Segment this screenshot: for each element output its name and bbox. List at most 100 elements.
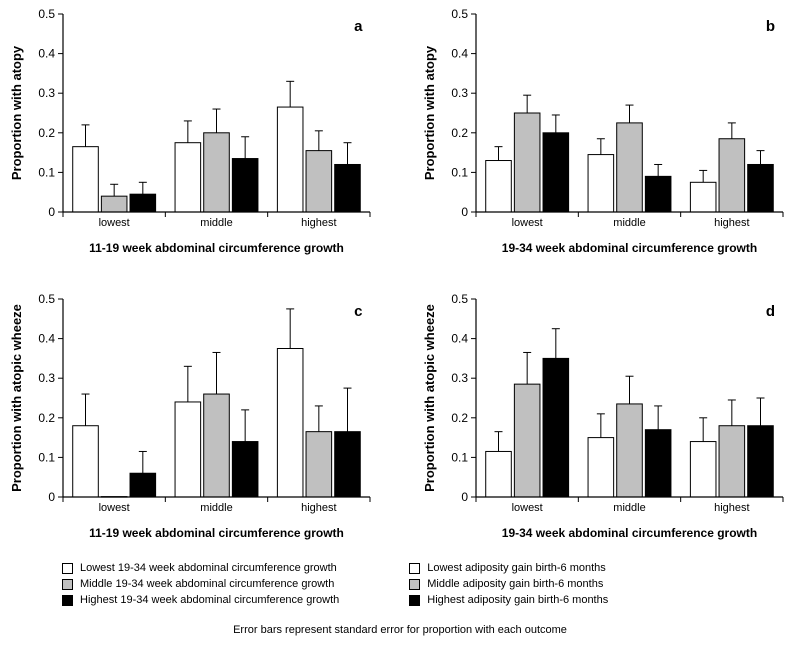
x-axis-title: 11-19 week abdominal circumference growt…: [89, 526, 344, 540]
ytick-label: 0.1: [451, 165, 468, 179]
bar: [306, 151, 332, 212]
legend-swatch: [409, 563, 420, 574]
bar: [73, 426, 99, 497]
ytick-label: 0.4: [38, 47, 55, 61]
ytick-label: 0.1: [451, 450, 468, 464]
ytick-label: 0.4: [38, 332, 55, 346]
category-label: highest: [301, 217, 336, 229]
bar: [130, 194, 156, 212]
category-label: middle: [613, 502, 645, 514]
bar: [690, 182, 716, 212]
legend: Lowest 19-34 week abdominal circumferenc…: [62, 562, 742, 606]
bar: [175, 143, 201, 212]
ytick-label: 0: [461, 490, 468, 504]
bar: [130, 473, 156, 497]
bar: [543, 358, 569, 497]
bar: [277, 349, 303, 498]
category-label: lowest: [99, 217, 130, 229]
bar: [335, 164, 361, 212]
bar: [232, 442, 258, 497]
panel-b: b 00.10.20.30.40.5lowestmiddlehighestPro…: [418, 8, 796, 258]
ytick-label: 0.4: [451, 47, 468, 61]
legend-item: Highest 19-34 week abdominal circumferen…: [62, 594, 339, 606]
x-axis-title: 11-19 week abdominal circumference growt…: [89, 241, 344, 255]
ytick-label: 0.3: [38, 86, 55, 100]
chart-c: 00.10.20.30.40.5lowestmiddlehighestPropo…: [5, 293, 380, 543]
bar: [690, 442, 716, 497]
legend-right: Lowest adiposity gain birth-6 months Midd…: [409, 562, 608, 606]
legend-label: Lowest 19-34 week abdominal circumferenc…: [80, 562, 337, 574]
panel-grid: a 0 0.1 0.2 0.3 0.4 0.5 lowest middle highest Pro…: [5, 8, 795, 543]
bar: [485, 451, 511, 497]
ytick-label: 0.3: [451, 371, 468, 385]
legend-label: Middle adiposity gain birth-6 months: [427, 578, 603, 590]
bar: [485, 161, 511, 212]
ytick-label: 0.2: [451, 126, 468, 140]
bar: [543, 133, 569, 212]
bar: [335, 432, 361, 497]
category-label: lowest: [511, 502, 542, 514]
bar: [719, 426, 745, 497]
legend-left: Lowest 19-34 week abdominal circumferenc…: [62, 562, 339, 606]
legend-label: Lowest adiposity gain birth-6 months: [427, 562, 606, 574]
panel-a-label: a: [354, 18, 362, 35]
panel-d: d 00.10.20.30.40.5lowestmiddlehighestPro…: [418, 293, 796, 543]
ytick-label: 0.3: [451, 86, 468, 100]
legend-label: Middle 19-34 week abdominal circumferenc…: [80, 578, 334, 590]
panel-b-label: b: [766, 18, 775, 35]
y-axis-title: Proportion with atopy: [422, 45, 437, 180]
bar: [232, 159, 258, 212]
legend-swatch: [62, 579, 73, 590]
ytick-label: 0.2: [38, 126, 55, 140]
ytick-label: 0.1: [38, 165, 55, 179]
legend-label: Highest 19-34 week abdominal circumferen…: [80, 594, 339, 606]
bar: [719, 139, 745, 212]
legend-swatch: [409, 595, 420, 606]
ytick-label: 0.5: [451, 8, 468, 21]
panel-c-label: c: [354, 303, 362, 320]
bar: [747, 164, 773, 212]
ytick-label: 0.3: [38, 371, 55, 385]
ytick-label: 0.2: [451, 411, 468, 425]
ytick-label: 0.5: [451, 293, 468, 306]
legend-item: Lowest adiposity gain birth-6 months: [409, 562, 608, 574]
y-axis-title: Proportion with atopic wheeze: [422, 304, 437, 492]
bar: [588, 438, 614, 497]
legend-item: Middle adiposity gain birth-6 months: [409, 578, 608, 590]
category-label: middle: [613, 217, 645, 229]
panel-a: a 00.10.20.30.40.5lowestmiddlehighestPro…: [5, 8, 383, 258]
legend-item: Middle 19-34 week abdominal circumferenc…: [62, 578, 339, 590]
ytick-label: 0: [48, 205, 55, 219]
legend-swatch: [62, 595, 73, 606]
ytick-label: 0.5: [38, 293, 55, 306]
legend-item: Lowest 19-34 week abdominal circumferenc…: [62, 562, 339, 574]
bar: [277, 107, 303, 212]
category-label: middle: [200, 217, 232, 229]
bar: [306, 432, 332, 497]
bar: [101, 196, 127, 212]
ytick-label: 0.5: [38, 8, 55, 21]
category-label: highest: [714, 217, 749, 229]
y-axis-title: Proportion with atopic wheeze: [9, 304, 24, 492]
x-axis-title: 19-34 week abdominal circumference growt…: [501, 241, 756, 255]
bar: [514, 384, 540, 497]
chart-a: 00.10.20.30.40.5lowestmiddlehighestPropo…: [5, 8, 380, 258]
bar: [588, 155, 614, 212]
bar: [73, 147, 99, 212]
category-label: lowest: [511, 217, 542, 229]
x-axis-title: 19-34 week abdominal circumference growt…: [501, 526, 756, 540]
bar: [645, 430, 671, 497]
category-label: lowest: [99, 502, 130, 514]
bar: [514, 113, 540, 212]
ytick-label: 0.2: [38, 411, 55, 425]
chart-b: 00.10.20.30.40.5lowestmiddlehighestPropo…: [418, 8, 793, 258]
legend-label: Highest adiposity gain birth-6 months: [427, 594, 608, 606]
category-label: middle: [200, 502, 232, 514]
bar: [645, 176, 671, 212]
bar: [204, 133, 230, 212]
legend-item: Highest adiposity gain birth-6 months: [409, 594, 608, 606]
bar: [616, 123, 642, 212]
footnote: Error bars represent standard error for …: [0, 624, 800, 636]
bar: [175, 402, 201, 497]
ytick-label: 0.4: [451, 332, 468, 346]
